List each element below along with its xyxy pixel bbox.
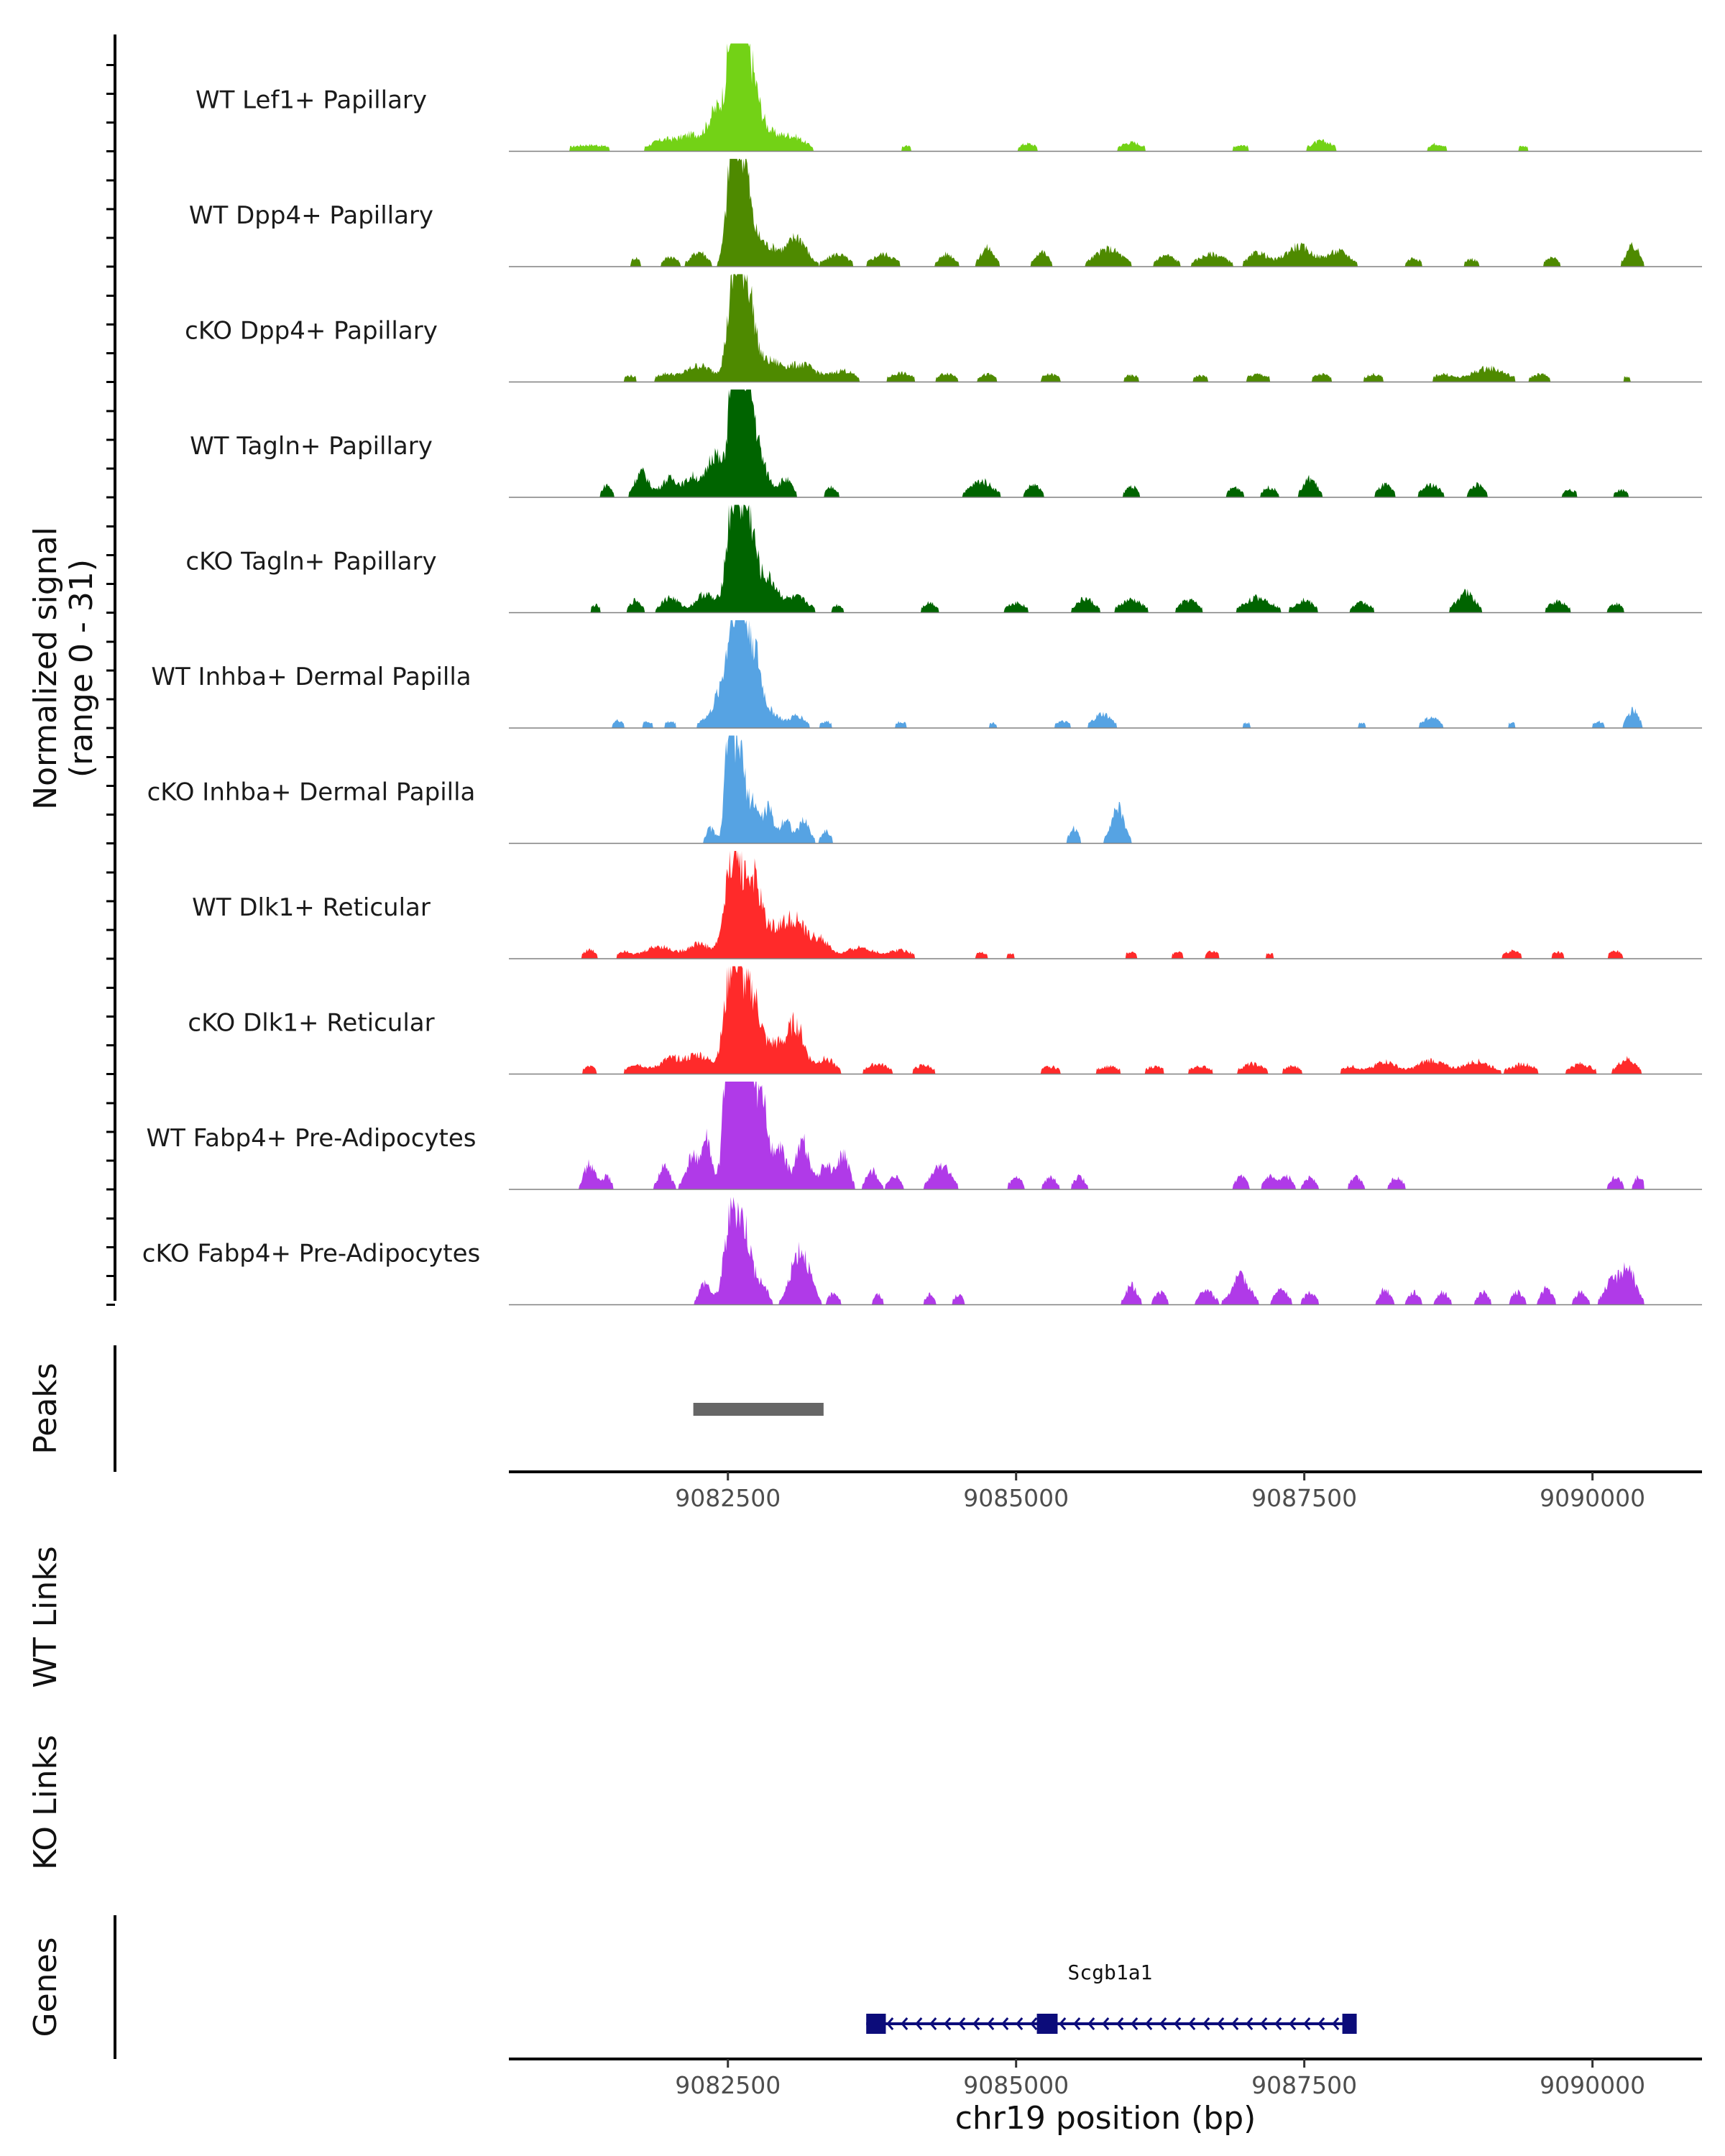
track-label: cKO Inhba+ Dermal Papilla	[147, 778, 476, 807]
track-label: WT Dlk1+ Reticular	[192, 893, 431, 922]
track-label: cKO Fabp4+ Pre-Adipocytes	[142, 1240, 481, 1268]
peak-bars	[693, 1403, 824, 1416]
x-tick-label: 9085000	[963, 2071, 1069, 2099]
wt-links-title: WT Links	[27, 1546, 64, 1687]
x-tick-label: 9082500	[675, 1484, 781, 1512]
signal-axis-ticks	[106, 64, 115, 1306]
track-wt-tagln-papillary: WT Tagln+ Papillary	[190, 390, 1702, 498]
coverage-area	[566, 274, 1644, 382]
strand-arrow	[1289, 2017, 1297, 2030]
x-tick-label: 9090000	[1540, 2071, 1645, 2099]
coverage-tracks: WT Lef1+ Papillary WT Dpp4+ Papillary cKO …	[142, 43, 1702, 1306]
ko-links-title: KO Links	[27, 1735, 64, 1870]
x-tick-label: 9087500	[1251, 1484, 1357, 1512]
strand-arrow	[1231, 2017, 1239, 2030]
exon	[866, 2014, 886, 2034]
coverage-area	[566, 966, 1644, 1074]
gene-label: Scgb1a1	[1067, 1961, 1152, 1984]
track-label: WT Dpp4+ Papillary	[189, 201, 433, 230]
strand-arrow	[1217, 2017, 1225, 2030]
peak-bar	[693, 1403, 824, 1416]
strand-arrow	[1246, 2017, 1254, 2030]
peaks-track-title: Peaks	[27, 1363, 64, 1454]
coverage-area	[566, 43, 1644, 152]
strand-arrow	[1332, 2017, 1340, 2030]
track-label: WT Lef1+ Papillary	[196, 86, 427, 115]
strand-arrow	[1116, 2017, 1124, 2030]
strand-arrow	[886, 2017, 894, 2030]
strand-arrow	[1001, 2017, 1009, 2030]
strand-arrow	[1145, 2017, 1153, 2030]
strand-arrow	[1087, 2017, 1095, 2030]
peaks-track: Peaks	[27, 1345, 824, 1472]
gene-models: Scgb1a1	[866, 1961, 1357, 2034]
x-tick-label: 9090000	[1540, 1484, 1645, 1512]
track-label: WT Inhba+ Dermal Papilla	[151, 663, 471, 691]
strand-arrow	[929, 2017, 937, 2030]
x-tick-label: 9082500	[675, 2071, 781, 2099]
genes-track-title: Genes	[27, 1937, 64, 2037]
x-axis-title: chr19 position (bp)	[955, 2100, 1256, 2137]
strand-arrow	[972, 2017, 980, 2030]
x-axis-bottom-ticks: 9082500 9085000 9087500 9090000	[675, 2059, 1645, 2099]
strand-arrow	[1016, 2017, 1024, 2030]
strand-arrow	[1260, 2017, 1268, 2030]
coverage-area	[566, 851, 1644, 959]
track-wt-fabp4-pre-adipocytes: WT Fabp4+ Pre-Adipocytes	[147, 1082, 1702, 1190]
strand-arrow	[1274, 2017, 1282, 2030]
strand-arrow	[1174, 2017, 1182, 2030]
x-tick-label: 9085000	[963, 1484, 1069, 1512]
strand-arrow	[1102, 2017, 1110, 2030]
track-wt-inhba-dermal-papilla: WT Inhba+ Dermal Papilla	[151, 620, 1702, 729]
strand-arrow	[1202, 2017, 1210, 2030]
signal-axis: Normalized signal (range 0 - 31)	[27, 34, 116, 1306]
strand-arrow	[987, 2017, 995, 2030]
signal-axis-title: Normalized signal	[27, 527, 64, 810]
track-cko-tagln-papillary: cKO Tagln+ Papillary	[185, 505, 1702, 614]
track-label: cKO Dpp4+ Papillary	[185, 317, 438, 346]
strand-arrow	[1073, 2017, 1081, 2030]
track-label: WT Tagln+ Papillary	[190, 432, 433, 461]
exon	[1036, 2014, 1058, 2034]
track-cko-dlk1-reticular: cKO Dlk1+ Reticular	[188, 966, 1702, 1075]
exon	[1342, 2014, 1357, 2034]
coverage-area	[566, 620, 1644, 728]
track-wt-dlk1-reticular: WT Dlk1+ Reticular	[192, 851, 1702, 959]
coverage-area	[566, 505, 1644, 613]
track-cko-inhba-dermal-papilla: cKO Inhba+ Dermal Papilla	[147, 735, 1702, 844]
coverage-area	[566, 390, 1644, 497]
strand-arrow	[958, 2017, 966, 2030]
x-tick-label: 9087500	[1251, 2071, 1357, 2099]
strand-arrow	[1059, 2017, 1067, 2030]
track-cko-fabp4-pre-adipocytes: cKO Fabp4+ Pre-Adipocytes	[142, 1197, 1702, 1306]
strand-arrow	[944, 2017, 952, 2030]
track-wt-dpp4-papillary: WT Dpp4+ Papillary	[189, 159, 1702, 267]
strand-arrow	[1131, 2017, 1138, 2030]
ko-links-track: KO Links	[27, 1735, 64, 1870]
strand-arrow	[915, 2017, 923, 2030]
coverage-area	[566, 1082, 1644, 1189]
strand-arrow	[1159, 2017, 1167, 2030]
wt-links-track: WT Links	[27, 1546, 64, 1687]
track-label: WT Fabp4+ Pre-Adipocytes	[147, 1124, 477, 1153]
genes-track: Genes Scgb1a1	[27, 1915, 1357, 2059]
strand-arrow	[1188, 2017, 1196, 2030]
strand-arrow	[1030, 2017, 1038, 2030]
strand-arrow	[901, 2017, 908, 2030]
strand-arrow	[1317, 2017, 1325, 2030]
x-axis-top: 9082500 9085000 9087500 9090000	[509, 1470, 1702, 1512]
track-label: cKO Tagln+ Papillary	[185, 548, 436, 576]
x-axis-top-ticks: 9082500 9085000 9087500 9090000	[675, 1472, 1645, 1512]
gene-scgb1a1: Scgb1a1	[866, 1961, 1357, 2034]
strand-arrow	[1303, 2017, 1311, 2030]
track-label: cKO Dlk1+ Reticular	[188, 1009, 434, 1038]
x-axis-bottom: 9082500 9085000 9087500 9090000 chr19 posit…	[509, 2058, 1702, 2137]
signal-axis-range: (range 0 - 31)	[63, 559, 100, 778]
coverage-area	[566, 1197, 1644, 1305]
track-wt-lef1-papillary: WT Lef1+ Papillary	[196, 43, 1702, 152]
track-cko-dpp4-papillary: cKO Dpp4+ Papillary	[185, 274, 1702, 383]
coverage-area	[566, 735, 1644, 844]
coverage-area	[566, 159, 1644, 267]
